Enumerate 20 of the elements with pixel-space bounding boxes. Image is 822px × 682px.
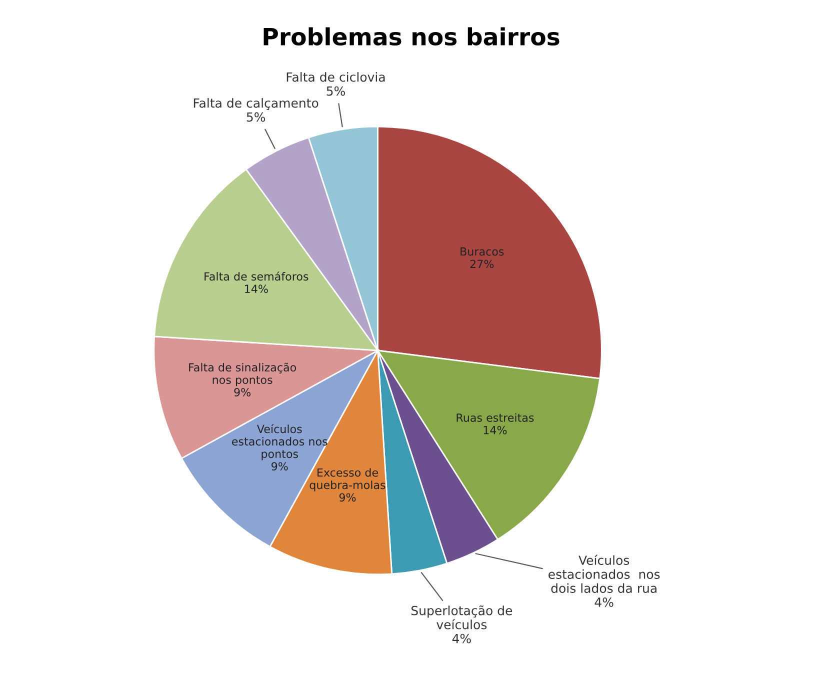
- data-label: 9%: [272, 462, 288, 471]
- data-label: 4%: [452, 634, 471, 644]
- slice-label: Buracos: [460, 247, 504, 256]
- data-label: 14%: [245, 284, 268, 294]
- slice-label: Superlotação de veículos: [411, 605, 512, 630]
- data-label: 9%: [339, 493, 356, 502]
- data-label: 14%: [484, 426, 507, 434]
- slice-label: Ruas estreitas: [456, 413, 534, 422]
- slice-label: Falta de sinalização nos pontos: [189, 362, 296, 386]
- data-label: 4%: [594, 598, 614, 607]
- data-label: 5%: [326, 86, 345, 96]
- slice-label: Excesso de quebra-molas: [310, 468, 386, 492]
- chart-title: Problemas nos bairros: [264, 27, 560, 46]
- data-label: 27%: [470, 260, 494, 268]
- slice-label: Falta de calçamento: [194, 98, 318, 110]
- data-label: 9%: [234, 388, 251, 396]
- slice-label: Veículos estacionados nos dois lados da rua: [548, 554, 660, 593]
- data-label: 5%: [246, 112, 266, 122]
- slice-label: Falta de semáforos: [204, 272, 308, 281]
- slice-label: Falta de ciclovia: [286, 72, 385, 82]
